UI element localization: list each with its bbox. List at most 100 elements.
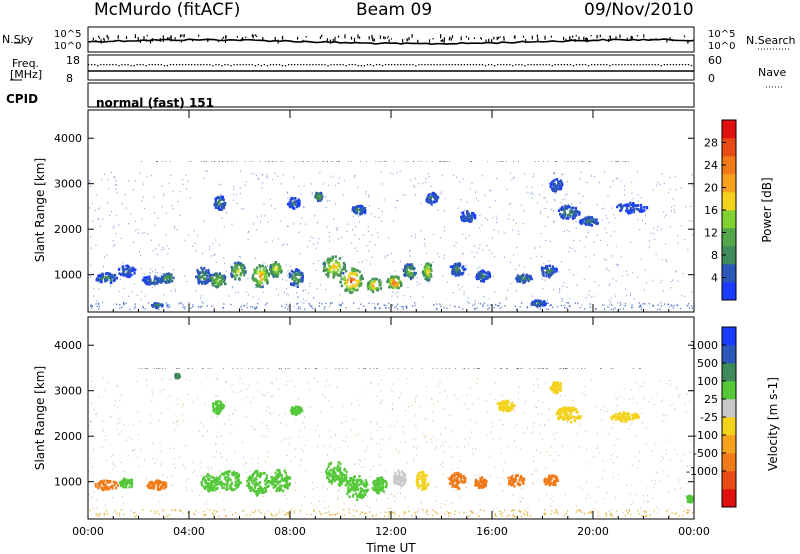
echo-cell (562, 216, 565, 220)
scatter-speck (462, 253, 464, 256)
echo-cell (479, 276, 482, 280)
nsky-dot (297, 36, 299, 40)
gate-dot (203, 161, 205, 162)
scatter-speck (159, 500, 161, 503)
ground-speck (321, 303, 323, 305)
scatter-speck (206, 508, 208, 510)
echo-cell (221, 275, 224, 278)
scatter-speck (660, 301, 662, 303)
ground-speck (328, 511, 330, 513)
scatter-speck (90, 276, 91, 278)
echo-cell (116, 484, 120, 487)
ground-speck (526, 514, 529, 516)
echo-cell (161, 279, 164, 283)
nsky-dot (406, 39, 408, 42)
scatter-speck (290, 265, 292, 267)
ground-speck (260, 511, 262, 514)
scatter-speck (442, 473, 444, 475)
scatter-speck (486, 399, 488, 402)
scatter-speck (550, 240, 551, 242)
scatter-speck (160, 463, 162, 465)
nsky-dot (537, 38, 539, 42)
scatter-speck (430, 397, 432, 399)
echo-cell (166, 278, 169, 282)
echo-cell (423, 271, 427, 275)
scatter-speck (585, 430, 587, 433)
scatter-speck (195, 290, 197, 292)
scatter-speck (266, 174, 268, 176)
scatter-speck (476, 252, 478, 254)
scatter-speck (670, 383, 672, 385)
echo-cell (569, 211, 572, 215)
scatter-speck (269, 412, 271, 414)
nsky-dot (496, 36, 498, 41)
ground-speck (364, 512, 366, 515)
echo-cell (265, 271, 268, 274)
echo-cell (277, 271, 280, 275)
scatter-speck (530, 193, 532, 195)
echo-cell (620, 205, 623, 208)
scatter-speck (187, 301, 189, 303)
scatter-speck (645, 427, 647, 429)
nsky-dot (544, 35, 546, 40)
echo-region (549, 178, 564, 193)
ground-speck (653, 510, 655, 512)
gate-dot (432, 368, 434, 369)
echo-cell (429, 267, 433, 271)
scatter-speck (677, 477, 679, 480)
ground-speck (479, 509, 481, 511)
nsky-panel: 10^5 10^0 10^5 10^0 (14, 26, 790, 53)
ground-speck (355, 510, 358, 512)
ground-speck (579, 306, 581, 309)
scatter-speck (363, 466, 365, 468)
gate-dot (282, 161, 284, 162)
scatter-speck (569, 297, 571, 300)
scatter-speck (278, 238, 279, 240)
nsky-dot (274, 37, 276, 42)
ground-speck (358, 307, 360, 310)
scatter-speck (120, 278, 122, 280)
gate-dot (275, 161, 277, 162)
scatter-speck (545, 493, 547, 495)
scatter-speck (477, 377, 479, 379)
scatter-speck (416, 281, 418, 283)
echo-cell (122, 268, 125, 271)
ground-speck (506, 515, 509, 517)
scatter-speck (246, 304, 248, 306)
scatter-speck (687, 249, 689, 251)
echo-cell (457, 274, 460, 277)
scatter-speck (403, 431, 404, 433)
echo-cell (423, 274, 426, 277)
scatter-speck (184, 275, 186, 277)
scatter-speck (547, 216, 549, 218)
echo-cell (344, 288, 347, 292)
echo-region (213, 195, 227, 211)
echo-cell (104, 483, 107, 486)
scatter-speck (192, 245, 194, 247)
echo-cell (358, 282, 362, 286)
echo-cell (335, 271, 338, 274)
scatter-speck (364, 458, 366, 460)
nsky-dot (344, 34, 346, 39)
scatter-speck (375, 442, 377, 445)
scatter-speck (403, 295, 405, 297)
echo-cell (458, 262, 461, 266)
nave-dot (672, 64, 675, 66)
echo-cell (118, 481, 122, 484)
scatter-speck (542, 401, 544, 403)
echo-cell (253, 268, 256, 271)
echo-cell (521, 274, 524, 277)
scatter-speck (95, 244, 97, 246)
echo-cell (425, 273, 428, 276)
scatter-speck (517, 230, 519, 232)
echo-cell (202, 280, 205, 284)
scatter-speck (120, 237, 122, 240)
echo-cell (629, 207, 632, 210)
ground-speck (254, 509, 257, 512)
ground-speck (688, 307, 691, 309)
ground-speck (602, 304, 604, 306)
gate-dot (580, 161, 582, 162)
scatter-speck (239, 187, 241, 189)
scatter-speck (665, 449, 667, 451)
echo-cell (231, 267, 234, 271)
